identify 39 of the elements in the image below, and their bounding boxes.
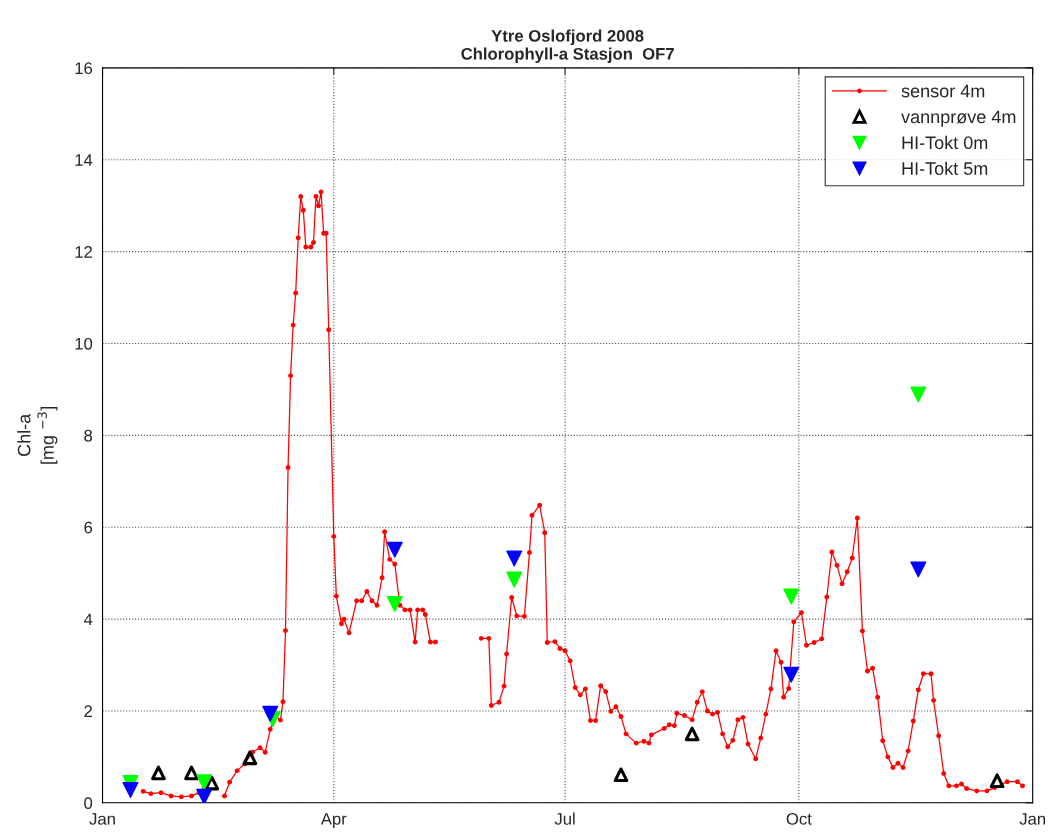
y-tick-label: 4 [83, 613, 93, 626]
point [242, 750, 258, 766]
point [684, 726, 700, 742]
y-tick-label: 10 [75, 337, 93, 350]
point [783, 666, 800, 683]
y-axis-title: Chl-a [mg $^{−3}$] [17, 406, 58, 464]
point [122, 781, 139, 798]
legend-label: sensor 4m [901, 84, 985, 98]
legend-label: HI-Tokt 5m [902, 161, 988, 175]
y-tick-label: 8 [84, 429, 93, 442]
point [989, 773, 1005, 789]
y-tick-label: 14 [75, 154, 93, 166]
y-tick-label: 0 [84, 797, 93, 810]
point [262, 705, 279, 722]
point [910, 386, 927, 403]
y-tick-label: 12 [75, 246, 92, 258]
x-tick-label: Jan [1019, 813, 1046, 825]
point [783, 588, 800, 605]
x-tick-label: Oct [786, 812, 812, 825]
point [151, 765, 166, 781]
x-tick-label: Jan [89, 813, 115, 825]
point [184, 765, 199, 781]
point [386, 595, 403, 612]
y-tick-label: 2 [84, 705, 92, 717]
legend-label: vannprøve 4m [901, 110, 1016, 127]
point [196, 788, 213, 803]
point [204, 775, 220, 791]
legend-label: HI-Tokt 0m [902, 135, 988, 150]
point [386, 541, 403, 558]
point [506, 550, 523, 567]
y-tick-label: 6 [84, 521, 93, 534]
point [196, 774, 213, 791]
point [506, 571, 523, 588]
x-tick-label: Apr [320, 813, 347, 829]
point [910, 561, 927, 578]
chart-title: Ytre Oslofjord 2008 Chlorophyll-a Stasjon OF7 [461, 29, 674, 63]
x-tick-label: Jul [554, 812, 575, 825]
y-tick-label: 16 [75, 62, 93, 75]
point [613, 767, 629, 783]
